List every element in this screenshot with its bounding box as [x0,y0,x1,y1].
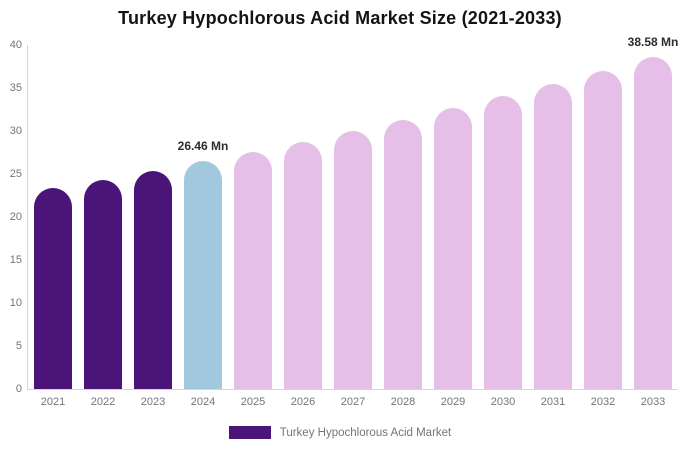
x-tick-label: 2032 [590,396,616,408]
data-label-2033: 38.58 Mn [627,35,679,50]
y-axis-line [27,45,28,389]
x-tick-label: 2023 [140,396,166,408]
legend-label: Turkey Hypochlorous Acid Market [279,426,452,439]
bar-2029[interactable] [434,108,472,389]
bar-2027[interactable] [334,131,372,389]
bar-2026[interactable] [284,141,322,389]
x-tick-label: 2025 [240,396,266,408]
y-tick-label: 25 [9,168,22,180]
x-tick-label: 2031 [540,396,566,408]
bar-2023[interactable] [134,170,172,389]
y-tick-label: 5 [15,340,22,352]
bar-2032[interactable] [584,70,622,389]
y-tick-label: 35 [9,82,22,94]
y-tick-label: 40 [9,39,22,51]
x-tick-label: 2026 [290,396,316,408]
bar-2021[interactable] [34,188,72,389]
bar-2030[interactable] [484,96,522,389]
y-tick-label: 15 [9,254,22,266]
y-tick-label: 10 [9,297,22,309]
x-tick-label: 2021 [40,396,66,408]
legend-swatch [228,426,271,439]
y-tick-label: 20 [9,211,22,223]
x-tick-label: 2024 [190,396,216,408]
y-tick-label: 0 [15,383,22,395]
bar-2024[interactable] [184,161,222,389]
bar-2025[interactable] [234,151,272,389]
x-tick-label: 2022 [90,396,116,408]
data-label-2024: 26.46 Mn [177,139,229,154]
legend-item[interactable]: Turkey Hypochlorous Acid Market [0,426,680,439]
x-tick-label: 2028 [390,396,416,408]
bar-2033[interactable] [634,57,672,389]
x-tick-label: 2029 [440,396,466,408]
chart-title: Turkey Hypochlorous Acid Market Size (20… [118,8,562,28]
bar-2031[interactable] [534,83,572,389]
x-tick-label: 2030 [490,396,516,408]
x-axis-line [27,389,677,390]
x-tick-label: 2033 [640,396,666,408]
bar-2022[interactable] [84,179,122,389]
bar-2028[interactable] [384,119,422,389]
y-tick-label: 30 [9,125,22,137]
x-tick-label: 2027 [340,396,366,408]
